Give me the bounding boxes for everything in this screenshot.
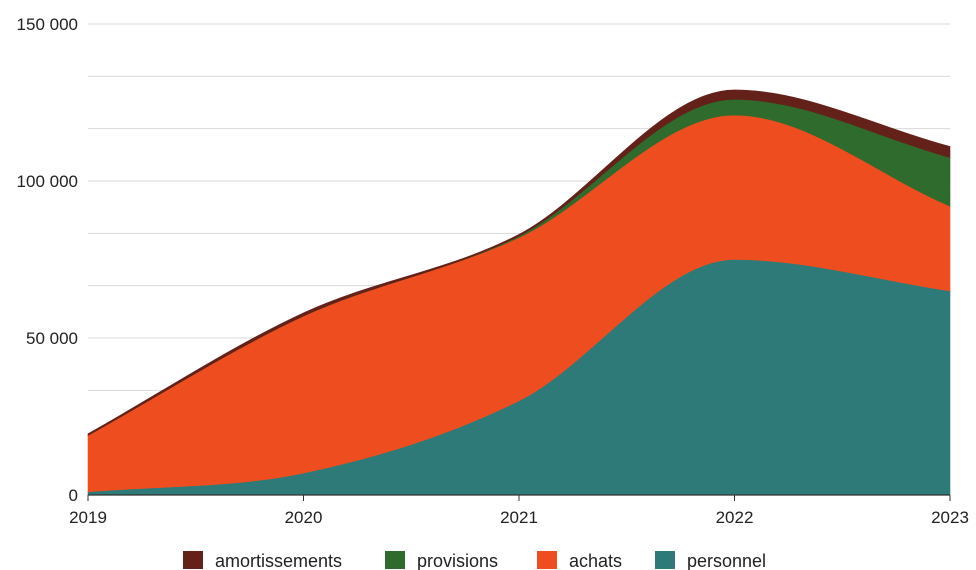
y-tick-label: 0 bbox=[69, 486, 78, 505]
y-tick-label: 150 000 bbox=[17, 15, 78, 34]
legend-label: personnel bbox=[687, 551, 766, 570]
legend-swatch bbox=[655, 551, 675, 569]
legend-item-provisions: provisions bbox=[385, 551, 498, 570]
legend: amortissements provisions achats personnel bbox=[183, 551, 766, 570]
legend-swatch bbox=[183, 551, 203, 569]
area-series bbox=[87, 89, 951, 496]
x-tick-label: 2020 bbox=[285, 508, 323, 527]
legend-item-personnel: personnel bbox=[655, 551, 766, 570]
legend-label: achats bbox=[569, 551, 622, 570]
legend-label: amortissements bbox=[215, 551, 342, 570]
x-tick-label: 2021 bbox=[500, 508, 538, 527]
y-tick-label: 50 000 bbox=[26, 329, 78, 348]
legend-item-amortissements: amortissements bbox=[183, 551, 342, 570]
area-amortissements bbox=[87, 89, 951, 436]
legend-item-achats: achats bbox=[537, 551, 622, 570]
axes: 0 50 000 100 000 150 000 2019 2020 2021 2022 202… bbox=[17, 15, 969, 527]
legend-swatch bbox=[385, 551, 405, 569]
x-tick-label: 2022 bbox=[716, 508, 754, 527]
legend-label: provisions bbox=[417, 551, 498, 570]
legend-swatch bbox=[537, 551, 557, 569]
x-tick-label: 2019 bbox=[69, 508, 107, 527]
x-tick-label: 2023 bbox=[931, 508, 969, 527]
y-tick-label: 100 000 bbox=[17, 172, 78, 191]
